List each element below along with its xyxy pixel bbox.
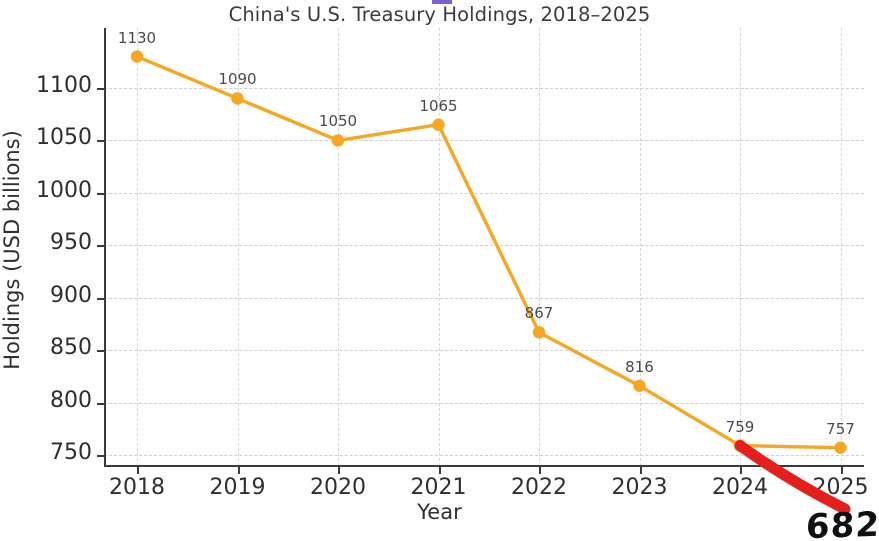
gridline-vertical <box>740 28 741 466</box>
x-tick-label: 2025 <box>812 475 869 500</box>
data-point-marker <box>733 439 747 452</box>
data-point-marker <box>532 326 546 339</box>
data-point-label: 816 <box>625 357 654 376</box>
data-point-marker <box>331 134 345 147</box>
data-point-label: 1050 <box>318 112 358 131</box>
x-tick <box>438 467 441 474</box>
plot-area: 1130 1090 1050 1065 867 816 759 757 <box>97 28 864 474</box>
gridline-horizontal <box>104 88 864 89</box>
gridline-vertical <box>338 28 339 466</box>
data-point-marker <box>834 441 847 454</box>
y-tick-label: 1000 <box>36 177 92 203</box>
x-tick-label: 2018 <box>109 475 165 500</box>
x-tick-label: 2022 <box>511 475 567 500</box>
y-tick-label: 1100 <box>36 73 92 98</box>
y-tick <box>97 245 104 248</box>
y-tick <box>97 192 104 195</box>
gridline-horizontal <box>104 140 864 142</box>
x-tick-label: 2019 <box>209 475 266 500</box>
top-edge-sliver <box>432 0 452 4</box>
x-tick <box>338 467 340 474</box>
data-point-label: 1130 <box>117 28 157 47</box>
x-tick-label: 2020 <box>310 475 366 500</box>
data-point-label: 1090 <box>218 70 257 89</box>
gridline-vertical <box>840 28 842 466</box>
x-axis-spine <box>104 465 864 467</box>
gridline-horizontal <box>104 455 864 456</box>
gridline-horizontal <box>104 402 864 404</box>
y-tick-label: 750 <box>50 440 92 465</box>
data-point-label: 867 <box>524 304 554 323</box>
data-point-marker <box>231 92 244 105</box>
gridline-horizontal <box>104 297 864 299</box>
handwritten-annotation-value: 682 <box>805 504 879 541</box>
y-tick <box>97 88 104 90</box>
series-line <box>135 54 843 450</box>
page-title: China's U.S. Treasury Holdings, 2018–202… <box>228 3 651 26</box>
data-point-marker <box>432 118 445 131</box>
gridline-vertical <box>438 28 440 466</box>
data-point-label: 1065 <box>419 96 458 115</box>
x-tick-label: 2021 <box>410 475 467 500</box>
x-tick <box>639 467 642 474</box>
x-tick <box>840 467 843 474</box>
gridline-horizontal <box>104 192 864 194</box>
data-point-marker <box>130 50 144 63</box>
y-tick-label: 900 <box>50 282 92 308</box>
y-tick-label: 1050 <box>36 125 92 151</box>
y-tick-label: 950 <box>50 230 92 256</box>
gridline-vertical <box>237 28 239 466</box>
y-tick <box>97 402 104 405</box>
data-point-label: 757 <box>826 419 855 438</box>
gridline-horizontal <box>104 350 864 352</box>
y-axis-title: Holdings (USD billions) <box>0 130 24 370</box>
x-tick <box>539 467 541 474</box>
gridline-vertical <box>639 28 641 466</box>
y-tick <box>97 140 104 143</box>
line-series <box>130 50 847 454</box>
y-tick <box>97 297 104 300</box>
x-tick-label: 2023 <box>611 475 668 500</box>
data-point-label: 759 <box>725 417 755 436</box>
gridline-vertical <box>137 28 138 466</box>
y-tick <box>97 455 104 457</box>
x-tick <box>137 467 139 474</box>
x-axis-title: Year <box>417 500 462 524</box>
gridline-vertical <box>539 28 540 466</box>
x-tick <box>740 467 742 474</box>
y-tick-label: 800 <box>50 387 92 413</box>
data-point-marker <box>633 379 646 392</box>
x-tick <box>237 467 240 474</box>
gridline-horizontal <box>104 245 864 247</box>
y-axis-spine <box>104 28 106 466</box>
y-tick <box>97 350 104 353</box>
y-tick-label: 850 <box>50 335 92 361</box>
